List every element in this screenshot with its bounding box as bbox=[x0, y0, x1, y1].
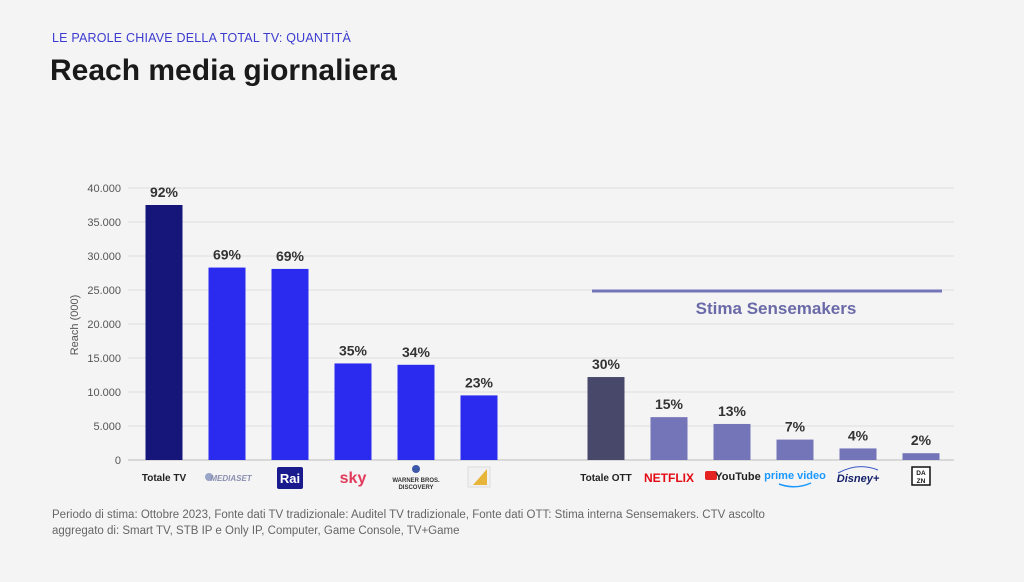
category-label-7: NETFLIX bbox=[644, 471, 694, 485]
category-label-9: prime video bbox=[764, 470, 826, 482]
data-label-3: 35% bbox=[339, 342, 368, 358]
bar-6 bbox=[587, 377, 625, 460]
bar-4 bbox=[397, 364, 435, 460]
bar-3 bbox=[334, 363, 372, 460]
mediaset-logo-mark bbox=[205, 473, 213, 481]
rai-logo-box bbox=[277, 467, 303, 489]
y-tick-label: 15.000 bbox=[87, 353, 121, 365]
bar-9 bbox=[776, 439, 814, 460]
category-label-2: Rai bbox=[280, 471, 300, 486]
la7-logo-mark bbox=[473, 469, 487, 485]
disney-arc-icon bbox=[837, 466, 879, 474]
data-label-7: 15% bbox=[655, 396, 684, 412]
bar-7 bbox=[650, 417, 688, 460]
category-label-10: Disney+ bbox=[837, 473, 880, 485]
data-label-8: 13% bbox=[718, 403, 747, 419]
category-label-11b: ZN bbox=[917, 478, 926, 485]
data-label-1: 69% bbox=[213, 247, 242, 263]
y-tick-label: 25.000 bbox=[87, 285, 121, 297]
prime-smile-icon bbox=[778, 482, 812, 488]
category-label-11: DA bbox=[916, 470, 926, 477]
data-label-11: 2% bbox=[911, 432, 932, 448]
bar-2 bbox=[271, 268, 309, 460]
category-label-3: sky bbox=[340, 470, 367, 487]
category-label-4: WARNER BROS. bbox=[392, 478, 440, 484]
annotation-label: Stima Sensemakers bbox=[696, 299, 857, 318]
bar-11 bbox=[902, 453, 940, 460]
y-tick-label: 40.000 bbox=[87, 183, 121, 195]
youtube-play-icon bbox=[705, 471, 717, 480]
wbd-shield-icon bbox=[412, 465, 420, 473]
data-label-0: 92% bbox=[150, 184, 179, 200]
category-label-8: YouTube bbox=[715, 471, 760, 483]
data-label-2: 69% bbox=[276, 248, 305, 264]
bar-0 bbox=[145, 205, 183, 460]
data-label-9: 7% bbox=[785, 419, 806, 435]
bar-10 bbox=[839, 448, 877, 460]
category-label-1: MEDIASET bbox=[210, 474, 252, 483]
data-label-4: 34% bbox=[402, 344, 431, 360]
data-label-5: 23% bbox=[465, 374, 494, 390]
bar-5 bbox=[460, 395, 498, 460]
category-label-4b: DISCOVERY bbox=[398, 485, 433, 491]
data-label-10: 4% bbox=[848, 427, 869, 443]
y-tick-label: 35.000 bbox=[87, 217, 121, 229]
kicker: LE PAROLE CHIAVE DELLA TOTAL TV: QUANTIT… bbox=[52, 31, 352, 45]
y-tick-label: 5.000 bbox=[93, 421, 121, 433]
dazn-logo-box bbox=[911, 466, 931, 486]
footnote: Periodo di stima: Ottobre 2023, Fonte da… bbox=[52, 509, 765, 537]
page-title: Reach media giornaliera bbox=[50, 54, 397, 87]
y-tick-label: 0 bbox=[115, 455, 121, 467]
data-label-6: 30% bbox=[592, 356, 621, 372]
category-label-6: Totale OTT bbox=[580, 473, 631, 484]
bar-1 bbox=[208, 267, 246, 460]
y-tick-label: 10.000 bbox=[87, 387, 121, 399]
y-tick-label: 20.000 bbox=[87, 319, 121, 331]
bar-8 bbox=[713, 423, 751, 460]
y-tick-label: 30.000 bbox=[87, 251, 121, 263]
y-axis-label: Reach (000) bbox=[69, 295, 81, 356]
category-label-0: Totale TV bbox=[142, 473, 187, 484]
